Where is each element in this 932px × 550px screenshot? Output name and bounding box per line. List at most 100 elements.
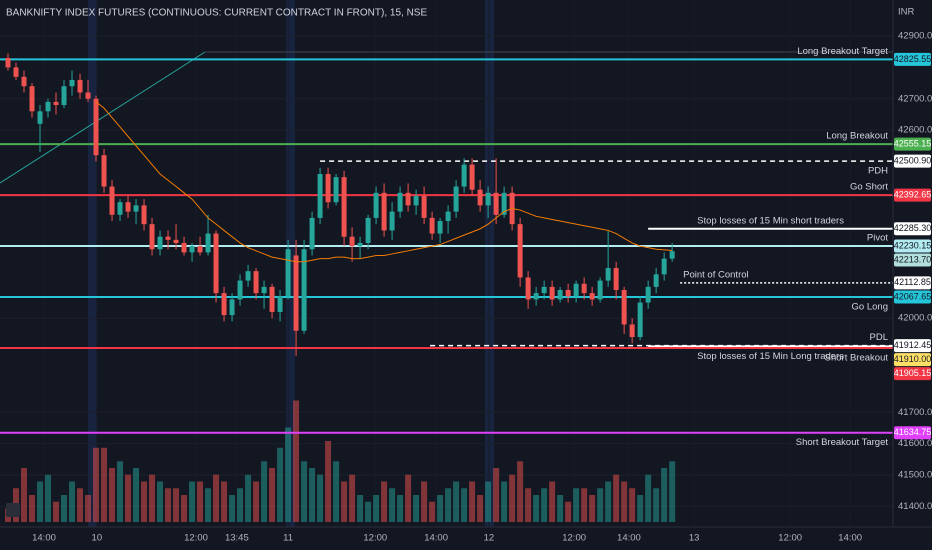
candle-body <box>53 101 59 106</box>
volume-bar <box>469 481 476 522</box>
volume-bar <box>461 488 468 522</box>
moving-average <box>95 101 673 263</box>
volume-bar <box>253 481 260 522</box>
price-tag-label: 41634.75 <box>894 427 932 437</box>
candle-body <box>181 242 187 253</box>
volume-bar <box>405 474 412 522</box>
volume-bar <box>525 488 532 522</box>
candle-body <box>141 205 147 225</box>
candle-body <box>261 286 267 294</box>
volume-bar <box>381 481 388 522</box>
level-label: Short Breakout Target <box>796 437 889 448</box>
volume-bar <box>445 488 452 522</box>
volume-bar <box>29 495 36 522</box>
price-tag-label: 41910.00 <box>894 354 932 364</box>
candle-body <box>293 255 299 331</box>
session-break <box>485 0 494 527</box>
candle-body <box>445 211 451 222</box>
candle-body <box>5 58 11 68</box>
volume-bar <box>165 488 172 522</box>
candle-body <box>581 283 587 294</box>
y-tick-label: 41700.00 <box>898 407 932 418</box>
candle-body <box>45 101 51 112</box>
price-tag-label: 41912.45 <box>894 340 932 350</box>
candle-body <box>429 217 435 234</box>
y-tick-label: 42900.00 <box>898 31 932 42</box>
candle-body <box>485 192 491 206</box>
candle-body <box>101 155 107 187</box>
volume-bar <box>389 488 396 522</box>
volume-bar <box>421 481 428 522</box>
candle-body <box>421 195 427 218</box>
volume-bar <box>37 481 44 522</box>
axes: 42900.00 42700.00 42600.00 42000.00 41700.00… <box>32 31 932 544</box>
volume-bar <box>101 447 108 522</box>
candle-body <box>197 246 203 253</box>
candle-body <box>325 174 331 203</box>
price-tag-label: 42112.85 <box>894 277 931 287</box>
x-tick-label: 13 <box>689 533 700 544</box>
volume-bar <box>133 468 140 522</box>
x-tick-label: 10 <box>92 533 103 544</box>
volume-bar <box>373 495 380 522</box>
volume-pane <box>5 400 676 522</box>
volume-bar <box>61 495 68 522</box>
candle-body <box>461 164 467 187</box>
price-tag-label: 42230.15 <box>894 240 932 250</box>
volume-bar <box>621 481 628 522</box>
price-tag-label: 42825.55 <box>894 54 932 64</box>
candle-body <box>541 286 547 294</box>
candle-body <box>173 239 179 243</box>
volume-bar <box>645 474 652 522</box>
candle-body <box>525 277 531 300</box>
candle-body <box>77 79 83 93</box>
y-tick-label: 42000.00 <box>898 313 932 324</box>
volume-bar <box>205 488 212 522</box>
candle-body <box>341 177 347 237</box>
volume-bar <box>669 461 676 522</box>
level-label: Stop losses of 15 Min Long traders <box>697 351 844 362</box>
volume-bar <box>93 447 100 522</box>
candle-body <box>309 217 315 250</box>
candle-body <box>653 274 659 287</box>
volume-bar <box>549 481 556 522</box>
candle-body <box>357 242 363 247</box>
volume-bar <box>277 447 284 522</box>
x-tick-label: 11 <box>283 533 293 544</box>
volume-bar <box>605 481 612 522</box>
candle-body <box>205 233 211 253</box>
candle-body <box>469 164 475 190</box>
volume-bar <box>229 495 236 522</box>
candle-body <box>125 202 131 212</box>
volume-bar <box>413 495 420 522</box>
y-tick-label: 42600.00 <box>898 125 932 136</box>
volume-bar <box>365 501 372 522</box>
x-tick-label: 12:00 <box>184 533 208 544</box>
candles <box>5 53 675 356</box>
candle-body <box>269 286 275 312</box>
volume-bar <box>125 474 132 522</box>
level-label: Short Breakout <box>825 352 889 363</box>
candle-body <box>253 271 259 294</box>
x-tick-label: 14:00 <box>617 533 641 544</box>
candle-body <box>373 192 379 218</box>
logo[interactable] <box>6 503 20 517</box>
candle-body <box>285 249 291 297</box>
volume-bar <box>237 488 244 522</box>
volume-bar <box>189 481 196 522</box>
x-tick-label: 13:45 <box>225 533 249 544</box>
candle-body <box>117 202 123 215</box>
price-tag <box>894 137 931 151</box>
level-label: PDL <box>870 332 888 343</box>
candle-body <box>317 174 323 218</box>
level-label: Stop losses of 15 Min short traders <box>697 215 844 226</box>
volume-bar <box>181 495 188 522</box>
candle-body <box>437 221 443 234</box>
volume-bar <box>485 481 492 522</box>
candle-body <box>549 286 555 300</box>
candle-body <box>637 302 643 338</box>
volume-bar <box>69 481 76 522</box>
price-tag <box>894 353 931 367</box>
